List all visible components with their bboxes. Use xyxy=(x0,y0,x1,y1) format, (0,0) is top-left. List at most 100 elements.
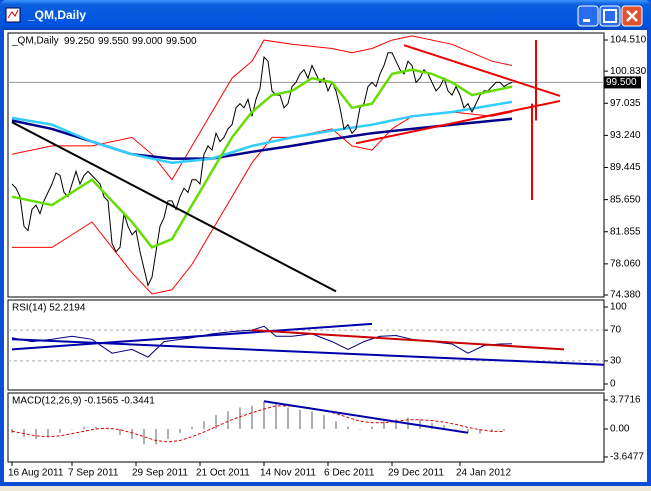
histogram-bar xyxy=(119,428,121,436)
histogram-bar xyxy=(167,428,169,439)
y-tick-label: 97.035 xyxy=(610,98,641,109)
trendline xyxy=(11,322,373,351)
maximize-button[interactable] xyxy=(599,5,621,27)
histogram-bar xyxy=(131,428,133,439)
x-tick-label: 7 Sep 2011 xyxy=(68,468,119,479)
histogram-bar xyxy=(95,426,97,429)
panel-title: RSI(14) 52.2194 xyxy=(12,303,86,314)
histogram-bar xyxy=(467,428,469,433)
histogram-bar xyxy=(263,401,265,429)
y-tick-label: 0.00 xyxy=(610,424,630,435)
panel-title: _QM,Daily xyxy=(11,36,59,47)
price-panel xyxy=(7,32,605,298)
trendline xyxy=(403,44,561,97)
x-tick-label: 29 Dec 2011 xyxy=(388,468,444,479)
y-tick-label: 89.445 xyxy=(610,162,641,173)
window-icon[interactable] xyxy=(5,7,21,23)
trendline xyxy=(11,121,337,293)
histogram-bar xyxy=(455,428,457,430)
histogram-bar xyxy=(359,428,361,430)
x-tick-label: 14 Nov 2011 xyxy=(260,468,316,479)
histogram-bar xyxy=(431,422,433,429)
histogram-bar xyxy=(311,411,313,429)
histogram-bar xyxy=(23,428,25,437)
histogram-bar xyxy=(227,411,229,429)
last-price-box xyxy=(604,76,641,89)
histogram-bar xyxy=(59,428,61,433)
histogram-bar xyxy=(191,426,193,429)
x-tick-label: 24 Jan 2012 xyxy=(456,468,511,479)
last-price-label: 99.500 xyxy=(606,77,637,88)
trendline xyxy=(251,329,565,351)
title-bar xyxy=(0,0,651,30)
x-tick-label: 16 Aug 2011 xyxy=(8,468,64,479)
histogram-bar xyxy=(107,428,109,430)
icon-glyph xyxy=(7,9,19,19)
histogram-bar xyxy=(11,428,13,433)
histogram-bar xyxy=(35,428,37,439)
series-line xyxy=(11,68,513,249)
histogram-bar xyxy=(491,428,493,433)
histogram-bar xyxy=(155,428,157,445)
symbol-info: 99.250 99.550 99.000 99.500 xyxy=(64,36,197,47)
histogram-bar xyxy=(251,405,253,429)
trendline xyxy=(263,400,469,434)
histogram-bar xyxy=(419,419,421,429)
x-tick-label: 21 Oct 2011 xyxy=(196,468,250,479)
histogram-bar xyxy=(71,428,73,430)
histogram-bar xyxy=(215,415,217,429)
window-title: _QM,Daily xyxy=(27,8,86,22)
ohlc-value: 99.250 xyxy=(64,36,95,47)
ohlc-value: 99.500 xyxy=(166,36,197,47)
x-tick-label: 6 Dec 2011 xyxy=(324,468,375,479)
histogram-bar xyxy=(383,421,385,429)
ohlc-value: 99.000 xyxy=(132,36,163,47)
y-tick-label: 100.830 xyxy=(610,66,647,77)
y-tick-label: 74.380 xyxy=(610,290,641,301)
histogram-bar xyxy=(335,421,337,429)
histogram-bar xyxy=(371,426,373,429)
series-line xyxy=(11,35,513,181)
y-tick-label: 81.855 xyxy=(610,226,641,237)
y-tick-label: 78.060 xyxy=(610,258,641,269)
signal-line xyxy=(11,405,505,443)
histogram-bar xyxy=(395,418,397,429)
histogram-bar xyxy=(443,425,445,429)
y-tick-label: 3.7716 xyxy=(610,395,641,406)
trendline xyxy=(11,338,605,366)
histogram-bar xyxy=(179,428,181,433)
y-tick-label: 85.650 xyxy=(610,194,641,205)
histogram-bar xyxy=(83,426,85,429)
histogram-bar xyxy=(275,403,277,429)
panel-title: MACD(12,26,9) -0.1565 -0.3441 xyxy=(12,396,155,407)
y-tick-label: -3.6477 xyxy=(610,452,644,463)
histogram-bar xyxy=(347,426,349,429)
histogram-bar xyxy=(299,409,301,429)
histogram-bar xyxy=(47,428,49,437)
minimize-button[interactable] xyxy=(577,5,599,27)
histogram-bar xyxy=(143,428,145,445)
y-tick-label: 100 xyxy=(610,302,627,313)
ohlc-value: 99.550 xyxy=(98,36,129,47)
histogram-bar xyxy=(503,428,505,431)
chart-area xyxy=(4,30,647,482)
macd-panel xyxy=(7,392,605,463)
y-tick-label: 0 xyxy=(610,379,616,390)
close-button[interactable] xyxy=(621,5,643,27)
histogram-bar xyxy=(479,428,481,434)
histogram-bar xyxy=(287,407,289,429)
y-tick-label: 30 xyxy=(610,356,622,367)
x-tick-label: 29 Sep 2011 xyxy=(132,468,188,479)
y-tick-label: 70 xyxy=(610,325,622,336)
series-line xyxy=(11,52,513,287)
rsi-panel xyxy=(7,299,605,391)
trendline xyxy=(355,100,561,145)
histogram-bar xyxy=(203,421,205,429)
y-tick-label: 93.240 xyxy=(610,130,641,141)
series-line xyxy=(11,100,513,165)
y-tick-label: 104.510 xyxy=(610,35,647,46)
histogram-bar xyxy=(323,415,325,429)
histogram-bar xyxy=(239,407,241,429)
